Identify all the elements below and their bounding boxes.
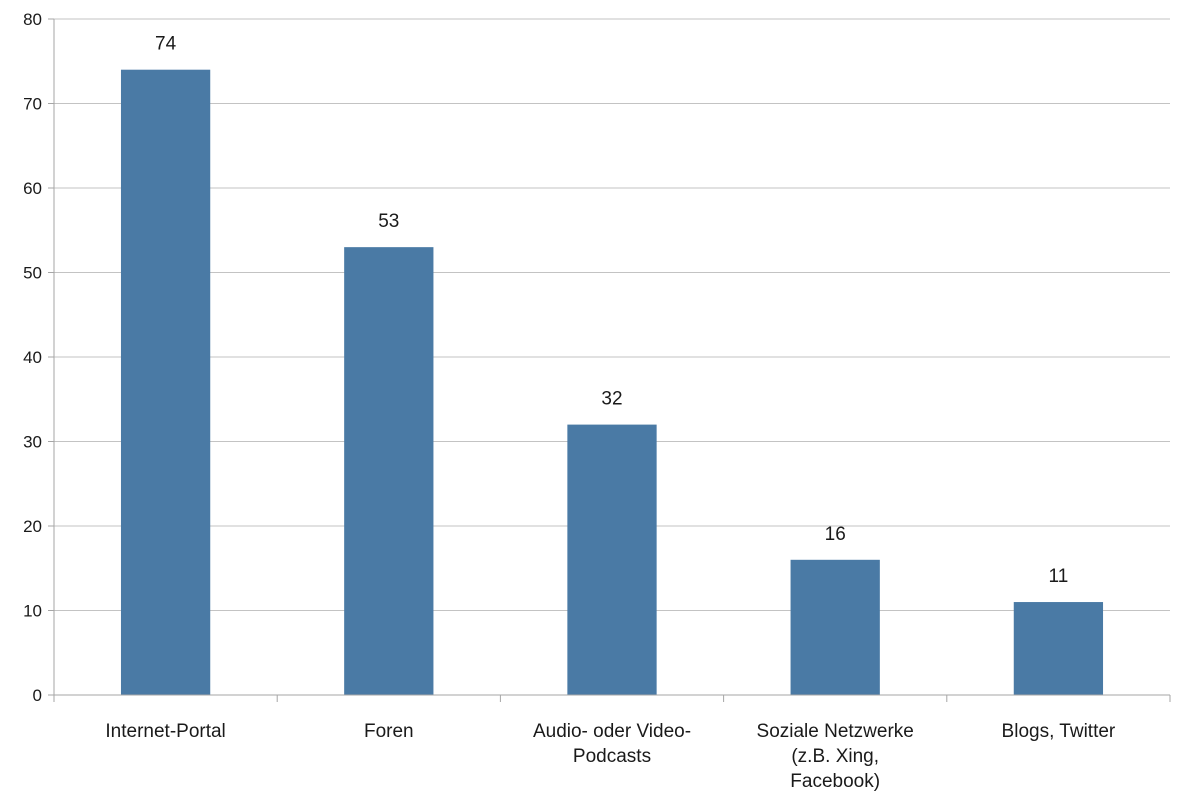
bar bbox=[344, 247, 434, 695]
data-label: 74 bbox=[155, 34, 177, 55]
x-category-label: Facebook) bbox=[790, 771, 880, 792]
bar bbox=[120, 69, 211, 695]
data-label: 11 bbox=[1049, 566, 1069, 587]
x-category-label: Blogs, Twitter bbox=[1002, 721, 1116, 742]
y-tick-label: 30 bbox=[23, 433, 42, 452]
y-tick-label: 10 bbox=[23, 602, 42, 621]
y-tick-label: 40 bbox=[23, 348, 42, 367]
x-category-label: Podcasts bbox=[573, 746, 651, 767]
bars bbox=[120, 69, 1104, 695]
data-label: 16 bbox=[825, 524, 846, 545]
y-tick-label: 20 bbox=[23, 517, 42, 536]
data-label: 53 bbox=[378, 211, 399, 232]
y-tick-label: 60 bbox=[23, 179, 42, 198]
y-tick-label: 80 bbox=[23, 10, 42, 29]
x-category-label: Audio- oder Video- bbox=[533, 721, 691, 742]
bar bbox=[790, 559, 880, 695]
bar bbox=[567, 424, 657, 695]
y-tick-label: 50 bbox=[23, 264, 42, 283]
labels: 0 10 20 30 40 50 60 70 80 74 Internet-Portal 53 Fore… bbox=[23, 10, 1116, 792]
x-category-label: Internet-Portal bbox=[105, 721, 225, 742]
bar bbox=[1013, 602, 1104, 695]
y-tick-label: 0 bbox=[33, 686, 42, 705]
data-label: 32 bbox=[601, 389, 622, 410]
y-tick-label: 70 bbox=[23, 95, 42, 114]
axes bbox=[48, 18, 1171, 702]
x-category-label: Foren bbox=[364, 721, 414, 742]
x-category-label: (z.B. Xing, bbox=[791, 746, 879, 767]
x-category-label: Soziale Netzwerke bbox=[757, 721, 914, 742]
